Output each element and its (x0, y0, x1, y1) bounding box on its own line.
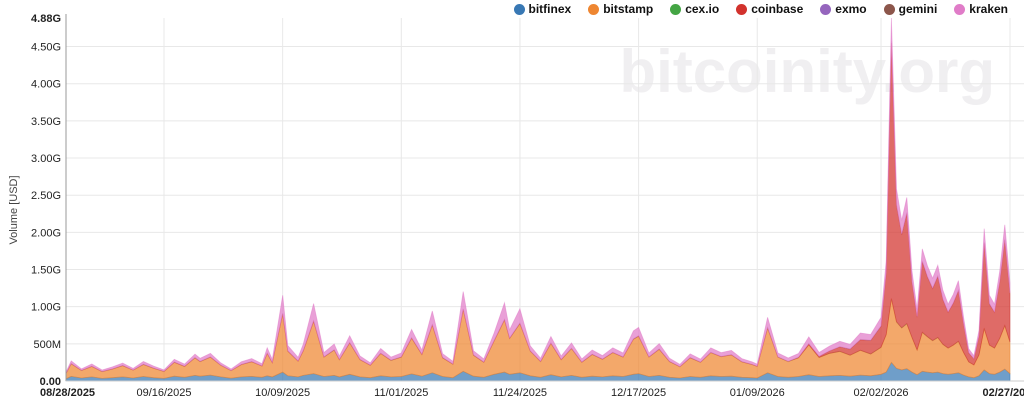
y-axis-title: Volume [USD] (8, 175, 20, 244)
y-tick-label: 2.50G (31, 190, 61, 202)
x-tick-label: 11/24/2025 (493, 387, 547, 399)
x-tick-label: 08/28/2025 (40, 387, 95, 399)
x-tick-label: 09/16/2025 (136, 387, 191, 399)
kraken-swatch (954, 3, 966, 15)
legend-item-kraken[interactable]: kraken (954, 3, 1008, 15)
x-tick-label: 02/02/2026 (854, 387, 909, 399)
coinbase-swatch (736, 3, 748, 15)
bitfinex-swatch (513, 3, 525, 15)
bitstamp-swatch (588, 3, 600, 15)
gemini-swatch (883, 3, 895, 15)
legend-item-gemini[interactable]: gemini (883, 2, 938, 16)
legend-label: gemini (898, 2, 938, 16)
y-tick-label: 500M (33, 339, 61, 351)
legend-label: kraken (969, 2, 1008, 16)
watermark-text: bitcoinity.org (619, 38, 995, 105)
legend-item-coinbase[interactable]: coinbase (736, 3, 803, 15)
x-tick-label: 01/09/2026 (730, 387, 785, 399)
y-tick-label: 0.00 (40, 376, 61, 388)
y-tick-label: 4.50G (31, 42, 61, 54)
legend-label: exmo (835, 2, 867, 16)
legend-label: bitfinex (528, 2, 572, 16)
x-tick-label: 02/27/2026 (982, 387, 1024, 399)
area-kraken (65, 17, 1011, 374)
x-tick-label: 11/01/2025 (374, 387, 428, 399)
legend-label: coinbase (751, 2, 804, 16)
legend-item-bitstamp[interactable]: bitstamp (588, 3, 653, 15)
y-tick-label: 3.50G (31, 116, 61, 128)
y-tick-label: 1.00G (31, 302, 61, 314)
y-tick-label: 4.00G (31, 79, 61, 91)
exmo-swatch (820, 3, 832, 15)
y-tick-label: 2.00G (31, 227, 61, 239)
x-tick-label: 10/09/2025 (255, 387, 310, 399)
x-tick-label: 12/17/2025 (611, 387, 666, 399)
legend-item-cexio[interactable]: cex.io (670, 3, 719, 15)
legend: bitfinex bitstamp cex.io coinbase exmo g… (513, 2, 1008, 16)
y-tick-label: 1.50G (31, 265, 61, 277)
legend-label: cex.io (685, 2, 720, 16)
y-tick-label: 3.00G (31, 153, 61, 165)
y-tick-label: 4.88G (31, 13, 61, 25)
cexio-swatch (670, 3, 682, 15)
legend-label: bitstamp (603, 2, 654, 16)
legend-item-bitfinex[interactable]: bitfinex (513, 2, 572, 16)
legend-item-exmo[interactable]: exmo (820, 2, 867, 16)
